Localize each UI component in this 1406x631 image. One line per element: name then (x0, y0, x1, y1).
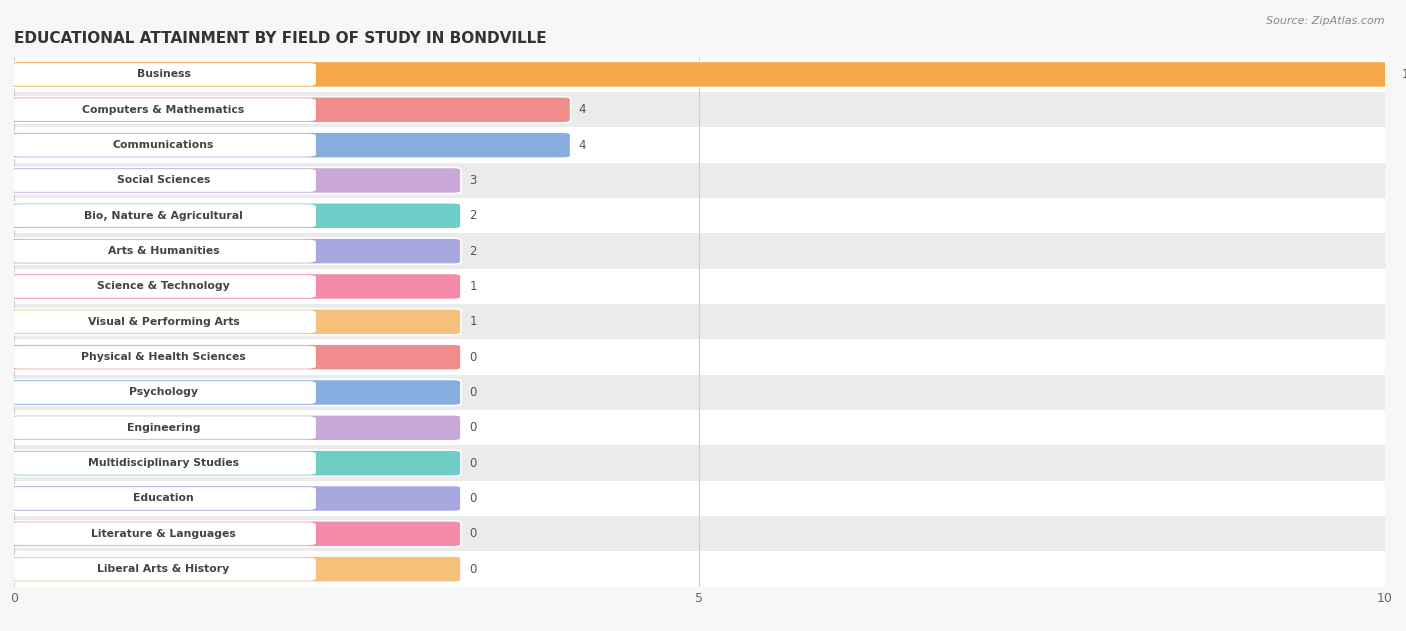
FancyBboxPatch shape (11, 63, 316, 86)
FancyBboxPatch shape (11, 558, 316, 581)
FancyBboxPatch shape (6, 415, 461, 441)
Text: 4: 4 (579, 103, 586, 116)
Bar (14, 445, 1385, 481)
Bar (14, 233, 1385, 269)
Text: Liberal Arts & History: Liberal Arts & History (97, 564, 229, 574)
Text: 0: 0 (470, 422, 477, 434)
FancyBboxPatch shape (6, 450, 461, 476)
FancyBboxPatch shape (11, 310, 316, 333)
FancyBboxPatch shape (6, 485, 461, 512)
FancyBboxPatch shape (11, 134, 316, 156)
Bar (14, 57, 1385, 92)
Bar (14, 339, 1385, 375)
Text: Physical & Health Sciences: Physical & Health Sciences (82, 352, 246, 362)
Bar (14, 481, 1385, 516)
FancyBboxPatch shape (6, 556, 461, 582)
Text: 0: 0 (470, 386, 477, 399)
Text: Education: Education (134, 493, 194, 504)
Text: 0: 0 (470, 457, 477, 469)
FancyBboxPatch shape (11, 346, 316, 369)
FancyBboxPatch shape (11, 240, 316, 262)
Bar (14, 92, 1385, 127)
FancyBboxPatch shape (6, 61, 1393, 88)
Text: 1: 1 (470, 280, 477, 293)
Bar (14, 163, 1385, 198)
Text: Literature & Languages: Literature & Languages (91, 529, 236, 539)
FancyBboxPatch shape (6, 203, 461, 229)
Text: 0: 0 (470, 492, 477, 505)
FancyBboxPatch shape (6, 273, 461, 300)
FancyBboxPatch shape (11, 487, 316, 510)
FancyBboxPatch shape (11, 416, 316, 439)
Text: 0: 0 (470, 351, 477, 363)
Bar (14, 375, 1385, 410)
Bar (14, 410, 1385, 445)
FancyBboxPatch shape (6, 238, 461, 264)
Bar (14, 269, 1385, 304)
Text: Communications: Communications (112, 140, 214, 150)
Text: Science & Technology: Science & Technology (97, 281, 229, 292)
Bar (14, 304, 1385, 339)
Text: 0: 0 (470, 528, 477, 540)
Text: Engineering: Engineering (127, 423, 200, 433)
Text: Visual & Performing Arts: Visual & Performing Arts (87, 317, 239, 327)
Text: 10: 10 (1402, 68, 1406, 81)
FancyBboxPatch shape (6, 97, 571, 123)
FancyBboxPatch shape (6, 132, 571, 158)
Text: Bio, Nature & Agricultural: Bio, Nature & Agricultural (84, 211, 243, 221)
FancyBboxPatch shape (6, 521, 461, 547)
Text: Social Sciences: Social Sciences (117, 175, 209, 186)
Text: 2: 2 (470, 209, 477, 222)
Text: Arts & Humanities: Arts & Humanities (108, 246, 219, 256)
Bar (14, 516, 1385, 551)
FancyBboxPatch shape (11, 381, 316, 404)
FancyBboxPatch shape (11, 169, 316, 192)
Bar (14, 551, 1385, 587)
FancyBboxPatch shape (6, 309, 461, 335)
Text: 1: 1 (470, 316, 477, 328)
FancyBboxPatch shape (11, 452, 316, 475)
Text: 0: 0 (470, 563, 477, 575)
Bar (14, 198, 1385, 233)
FancyBboxPatch shape (11, 275, 316, 298)
FancyBboxPatch shape (11, 204, 316, 227)
Text: Psychology: Psychology (129, 387, 198, 398)
Text: Business: Business (136, 69, 190, 80)
FancyBboxPatch shape (6, 379, 461, 406)
Text: Multidisciplinary Studies: Multidisciplinary Studies (89, 458, 239, 468)
Text: EDUCATIONAL ATTAINMENT BY FIELD OF STUDY IN BONDVILLE: EDUCATIONAL ATTAINMENT BY FIELD OF STUDY… (14, 31, 547, 46)
Text: Source: ZipAtlas.com: Source: ZipAtlas.com (1267, 16, 1385, 26)
Text: 2: 2 (470, 245, 477, 257)
Text: 4: 4 (579, 139, 586, 151)
FancyBboxPatch shape (11, 522, 316, 545)
FancyBboxPatch shape (6, 344, 461, 370)
Text: 3: 3 (470, 174, 477, 187)
Bar (14, 127, 1385, 163)
FancyBboxPatch shape (6, 167, 461, 194)
FancyBboxPatch shape (11, 98, 316, 121)
Text: Computers & Mathematics: Computers & Mathematics (83, 105, 245, 115)
